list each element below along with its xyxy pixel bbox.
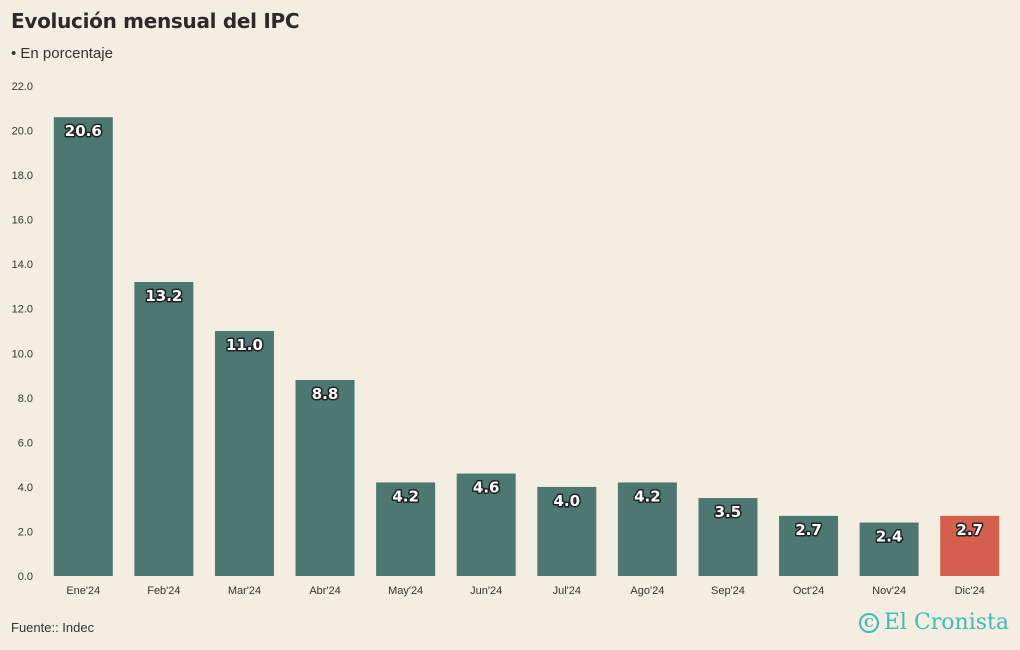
data-label: 4.6 <box>473 479 500 497</box>
data-label: 11.0 <box>226 336 263 354</box>
bar <box>537 486 597 576</box>
y-tick-label: 12.0 <box>12 304 33 316</box>
y-tick-label: 18.0 <box>12 170 33 182</box>
y-tick-label: 16.0 <box>12 215 33 227</box>
y-tick-label: 4.0 <box>18 482 33 494</box>
x-tick-label: Feb'24 <box>147 585 180 597</box>
bar <box>214 331 274 576</box>
bar <box>53 117 113 576</box>
data-label: 2.4 <box>876 528 903 546</box>
x-tick-label: Jul'24 <box>553 585 581 597</box>
bar <box>295 380 355 576</box>
source-note: Fuente:: Indec <box>11 620 95 635</box>
y-tick-label: 0.0 <box>18 571 33 583</box>
brand-name: El Cronista <box>883 610 1009 635</box>
data-label: 20.6 <box>65 122 102 140</box>
data-label: 2.7 <box>956 521 983 539</box>
data-label: 4.2 <box>634 487 661 505</box>
x-tick-label: May'24 <box>388 585 423 597</box>
x-tick-label: Sep'24 <box>711 585 745 597</box>
y-tick-label: 14.0 <box>12 259 33 271</box>
y-tick-label: 20.0 <box>12 126 33 138</box>
data-label: 4.2 <box>392 487 419 505</box>
data-label: 3.5 <box>715 503 742 521</box>
x-tick-label: Ago'24 <box>630 585 664 597</box>
bar-chart: 0.0 2.0 4.0 6.0 8.0 10.0 12.0 14.0 16.0 18.0 20.0 2… <box>12 81 1000 597</box>
data-label: 8.8 <box>312 385 339 403</box>
bar <box>779 515 839 576</box>
x-tick-label: Nov'24 <box>872 585 906 597</box>
bar <box>859 522 919 576</box>
data-label: 13.2 <box>145 287 182 305</box>
copyright-circle-icon: C <box>858 612 879 633</box>
y-tick-label: 22.0 <box>12 81 33 93</box>
x-tick-label: Jun'24 <box>470 585 502 597</box>
y-tick-label: 6.0 <box>18 437 33 449</box>
bar <box>940 515 1000 576</box>
bar <box>698 498 758 576</box>
bar <box>456 473 516 576</box>
y-tick-label: 10.0 <box>12 348 33 360</box>
y-tick-label: 8.0 <box>18 393 33 405</box>
x-tick-label: Ene'24 <box>66 585 100 597</box>
y-tick-label: 2.0 <box>18 526 33 538</box>
chart-title: Evolución mensual del IPC <box>11 9 300 33</box>
bar <box>376 482 436 576</box>
data-label: 2.7 <box>795 521 822 539</box>
x-tick-label: Mar'24 <box>228 585 261 597</box>
bar <box>617 482 677 576</box>
bar <box>134 282 194 576</box>
x-tick-label: Oct'24 <box>793 585 824 597</box>
x-tick-label: Dic'24 <box>955 585 985 597</box>
brand-logo: C El Cronista <box>858 610 1009 635</box>
chart-subtitle: • En porcentaje <box>11 45 113 62</box>
data-label: 4.0 <box>554 492 581 510</box>
x-tick-label: Abr'24 <box>309 585 340 597</box>
